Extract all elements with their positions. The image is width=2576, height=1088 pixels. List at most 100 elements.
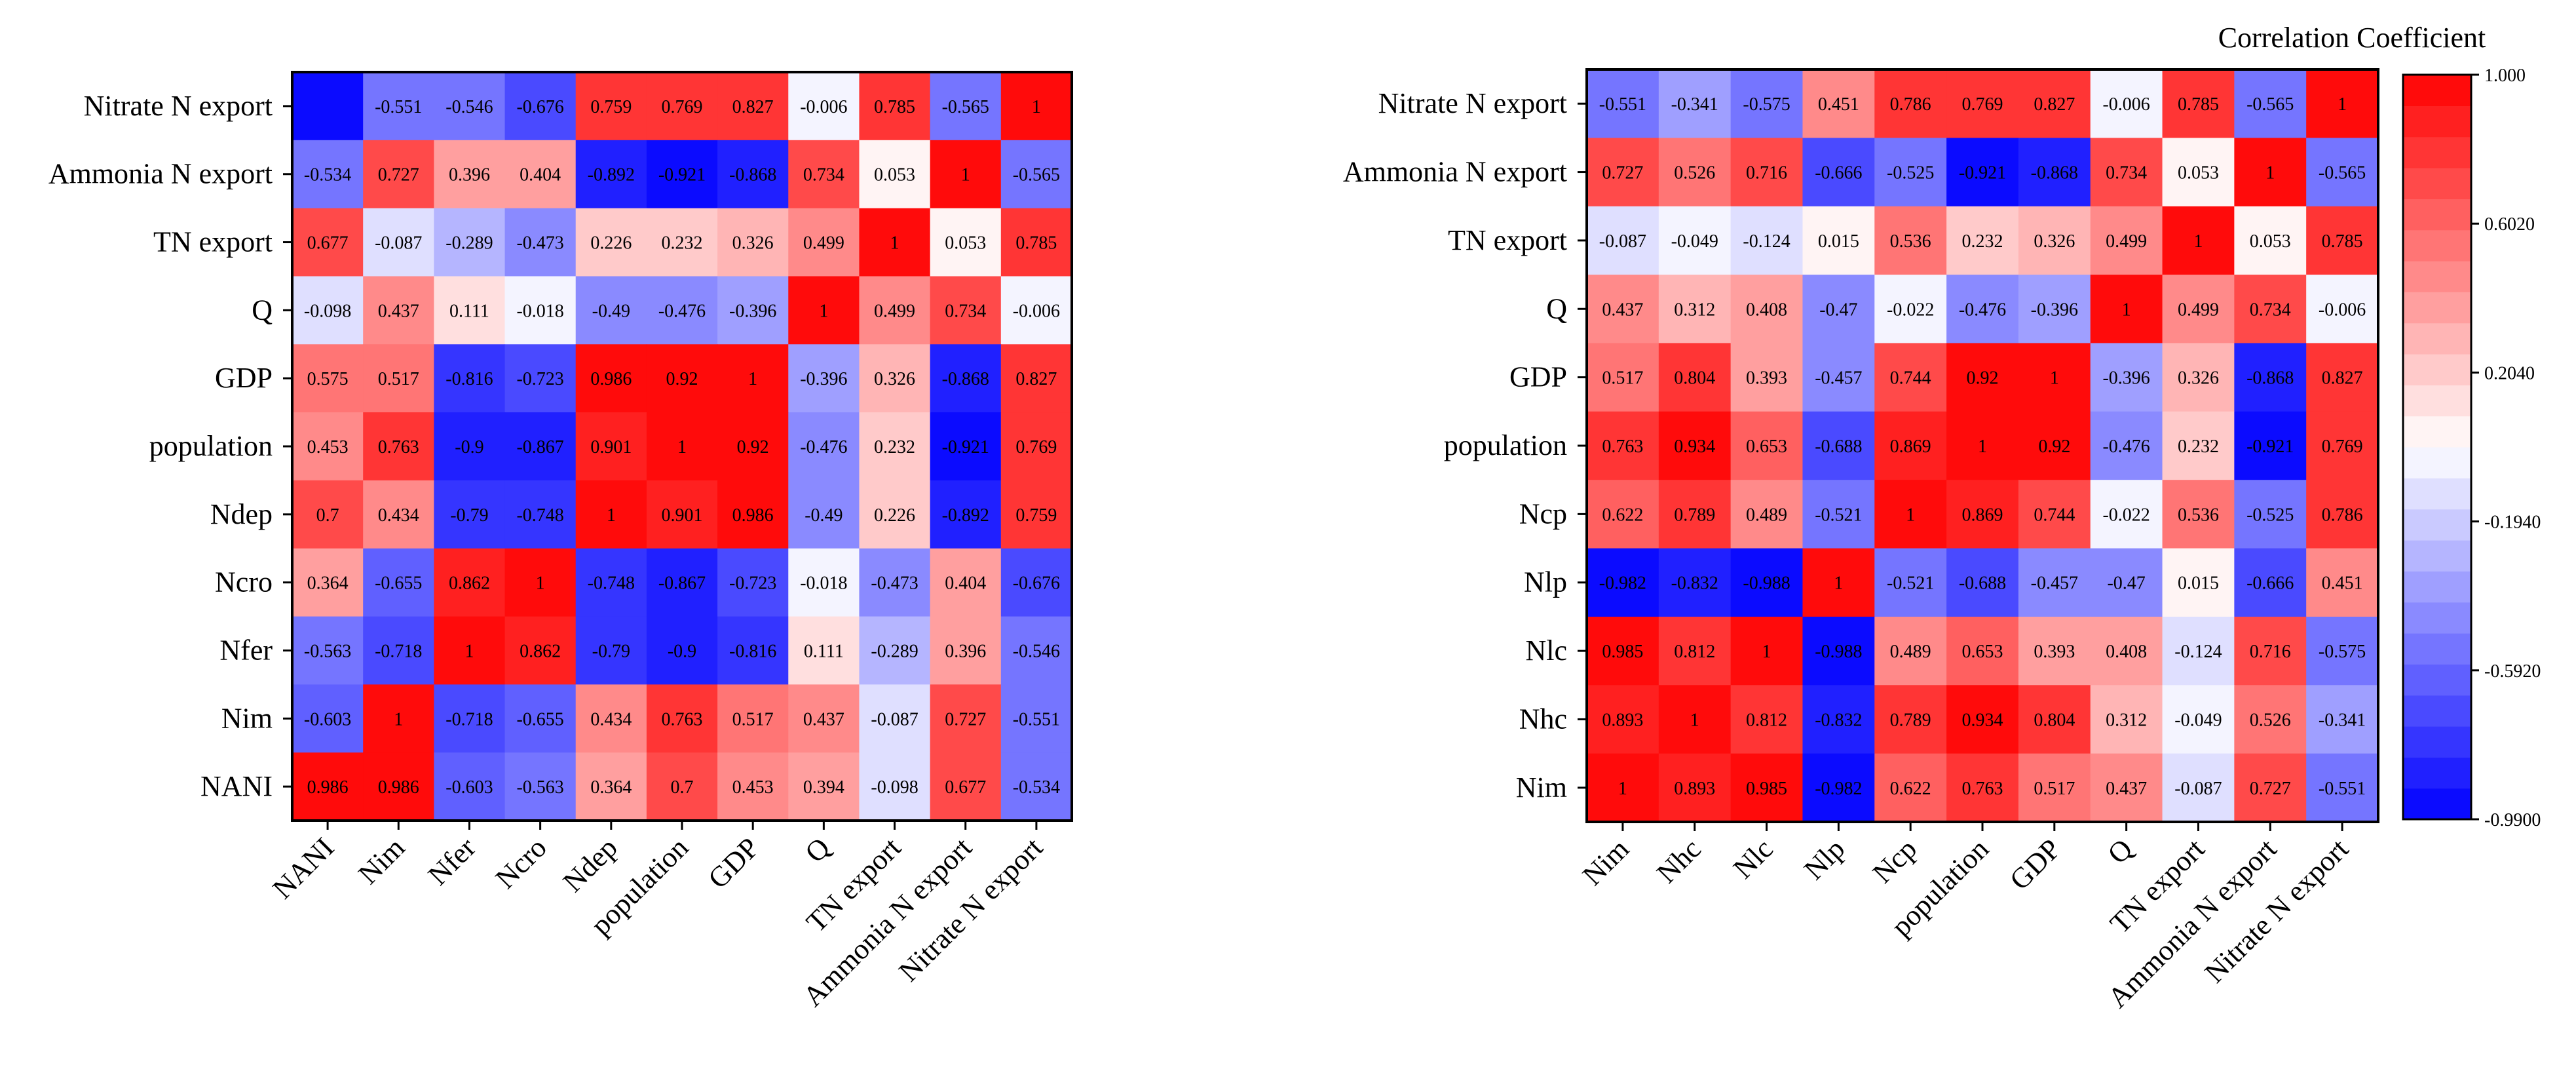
- cell-value-label: -0.565: [2319, 163, 2366, 184]
- heatmap-cell: [1658, 206, 1732, 275]
- cell-value-label: 0.92: [737, 437, 769, 457]
- heatmap-cell: [575, 140, 647, 209]
- cell-value-label: -0.551: [1599, 94, 1646, 115]
- heatmap-cell: [2234, 548, 2307, 617]
- cell-value-label: 0.934: [1962, 710, 2003, 730]
- cell-value-label: 0.312: [1674, 300, 1715, 320]
- cell-value-label: 0.769: [662, 97, 703, 117]
- colorbar-segment: [2403, 726, 2471, 758]
- cell-value-label: 0.451: [1818, 94, 1859, 115]
- cell-value-label: 1: [1906, 505, 1915, 525]
- cell-value-label: 1: [394, 709, 403, 729]
- cell-value-label: -0.476: [800, 437, 847, 457]
- y-tick-label: Nhc: [1519, 703, 1567, 735]
- heatmap-cell: [788, 412, 860, 481]
- heatmap-cell: [2306, 753, 2379, 823]
- cell-value-label: 0.437: [803, 709, 844, 729]
- heatmap-cell: [2306, 685, 2379, 754]
- cell-value-label: 0.985: [1746, 779, 1787, 799]
- cell-value-label: 0.789: [1674, 505, 1715, 525]
- heatmap-cell: [1874, 753, 1947, 823]
- cell-value-label: 0.785: [874, 97, 915, 117]
- colorbar-segment: [2403, 292, 2471, 324]
- cell-value-label: 0.785: [2322, 231, 2363, 252]
- cell-value-label: 0.827: [2034, 94, 2075, 115]
- heatmap-cell: [1946, 480, 2019, 549]
- cell-value-label: -0.087: [375, 233, 422, 254]
- heatmap-cell: [504, 140, 577, 209]
- heatmap-cell: [2234, 69, 2307, 138]
- heatmap-cell: [1730, 206, 1804, 275]
- cell-value-label: 0.677: [307, 233, 349, 254]
- heatmap-cell: [859, 208, 931, 277]
- heatmap-cell: [1730, 138, 1804, 207]
- heatmap-cell: [1000, 276, 1072, 345]
- heatmap-cell: [1802, 411, 1875, 480]
- heatmap-cell: [292, 684, 364, 753]
- cell-value-label: -0.868: [729, 165, 776, 185]
- y-tick-label: TN export: [153, 226, 273, 258]
- cell-value-label: 0.111: [804, 641, 844, 661]
- cell-value-label: -0.988: [1815, 642, 1862, 662]
- cell-value-label: 0.499: [2178, 300, 2219, 320]
- cell-value-label: 0.393: [1746, 368, 1787, 389]
- heatmap-cell: [363, 548, 434, 617]
- heatmap-cell: [1587, 69, 1659, 138]
- colorbar-segment: [2403, 788, 2471, 820]
- heatmap-cell: [575, 684, 647, 753]
- heatmap-cell: [1658, 69, 1732, 138]
- heatmap-cell: [717, 412, 789, 481]
- y-tick-label: Nfer: [219, 634, 273, 666]
- heatmap-cell: [1874, 411, 1947, 480]
- cell-value-label: -0.521: [1815, 505, 1862, 525]
- colorbar-tick-label: -0.5920: [2484, 661, 2541, 682]
- y-tick-label: Ammonia N export: [1343, 156, 1567, 188]
- cell-value-label: -0.473: [871, 573, 918, 594]
- heatmap-cell: [2090, 138, 2163, 207]
- heatmap-cell: [859, 684, 931, 753]
- cell-value-label: 0.453: [307, 437, 349, 457]
- cell-value-label: 0.769: [2322, 437, 2363, 457]
- heatmap-cell: [1802, 685, 1875, 754]
- heatmap-cell: [2090, 548, 2163, 617]
- heatmap-cell: [2234, 138, 2307, 207]
- cell-value-label: 0.653: [1962, 642, 2003, 662]
- cell-value-label: 0.769: [1962, 94, 2003, 115]
- heatmap-cell: [1587, 411, 1659, 480]
- heatmap-cell: [2090, 616, 2163, 686]
- heatmap-cell: [1658, 480, 1732, 549]
- heatmap-cell: [2234, 616, 2307, 686]
- heatmap-cell: [859, 548, 931, 617]
- cell-value-label: 0.763: [378, 437, 419, 457]
- y-tick-label: NANI: [200, 770, 273, 802]
- y-tick-label: Q: [252, 294, 273, 326]
- cell-value-label: 0.827: [1015, 369, 1057, 389]
- cell-value-label: -0.006: [2319, 300, 2366, 320]
- heatmap-cell: [434, 616, 506, 685]
- heatmap-cell: [859, 140, 931, 209]
- heatmap-cell: [363, 344, 434, 413]
- cell-value-label: 0.434: [378, 505, 419, 526]
- heatmap-cell: [575, 412, 647, 481]
- heatmap-cell: [1000, 208, 1072, 277]
- heatmap-cell: [434, 412, 506, 481]
- heatmap-cell: [788, 276, 860, 345]
- colorbar-tick-label: -0.1940: [2484, 513, 2541, 533]
- cell-value-label: 0.053: [874, 165, 915, 185]
- heatmap-cell: [2018, 685, 2091, 754]
- heatmap-cell: [2306, 480, 2379, 549]
- cell-value-label: 0.434: [590, 709, 632, 729]
- heatmap-cell: [1946, 753, 2019, 823]
- cell-value-label: -0.688: [1815, 437, 1862, 457]
- colorbar-tick-label: 0.2040: [2484, 363, 2535, 383]
- cell-value-label: 0.326: [2178, 368, 2219, 389]
- heatmap-cell: [859, 616, 931, 685]
- cell-value-label: -0.087: [1599, 231, 1646, 252]
- cell-value-label: -0.816: [445, 369, 493, 389]
- cell-value-label: -0.476: [1959, 300, 2006, 320]
- cell-value-label: -0.832: [1671, 573, 1718, 594]
- heatmap-left: -0.551 -0.546 -0.676 0.759 0.769 0.827 -0.006 0…: [48, 71, 1073, 1013]
- heatmap-right: -0.551 -0.341 -0.575 0.451 0.786 0.769 0.827 -0…: [1343, 68, 2379, 1014]
- heatmap-cell: [575, 616, 647, 685]
- cell-value-label: 0.232: [2178, 437, 2219, 457]
